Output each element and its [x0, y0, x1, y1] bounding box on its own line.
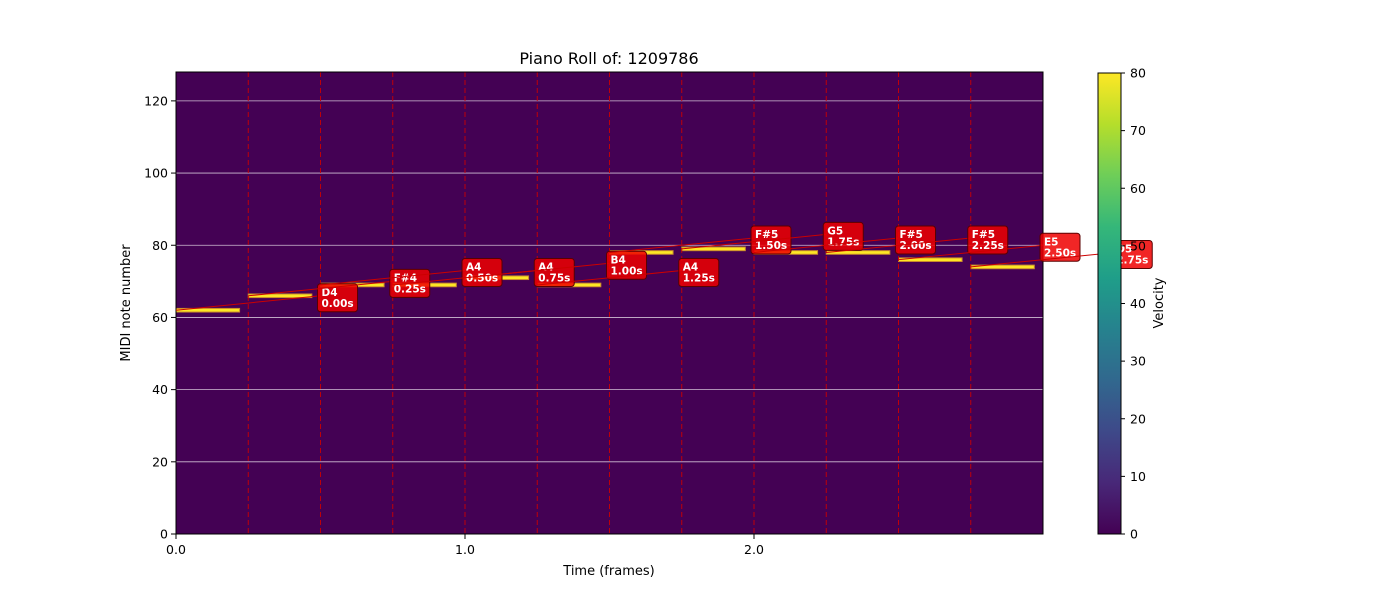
- colorbar-tick-label: 50: [1130, 238, 1146, 253]
- colorbar: [1097, 72, 1122, 535]
- annotation-arrow: [320, 270, 466, 286]
- annotation-time: 0.50s: [466, 273, 498, 285]
- y-tick-label: 20: [152, 454, 168, 469]
- x-tick-label: 0.0: [166, 542, 186, 557]
- annotation-note: D4: [322, 287, 338, 299]
- annotation-box: [317, 283, 358, 313]
- y-tick-label: 60: [152, 310, 168, 325]
- annotation-time: 1.50s: [755, 240, 787, 252]
- annotation-time: 2.00s: [900, 240, 932, 252]
- annotation-arrow: [537, 270, 682, 286]
- annotation-arrow: [898, 244, 1044, 261]
- annotation-note: F#5: [972, 229, 995, 241]
- x-tick-label: 2.0: [744, 542, 764, 557]
- colorbar-tick-label: 20: [1130, 411, 1146, 426]
- y-tick-label: 80: [152, 238, 168, 253]
- colorbar-tick-label: 60: [1130, 181, 1146, 196]
- annotation-box: [895, 225, 936, 255]
- annotation-note: G5: [827, 225, 843, 237]
- annotation-arrow: [175, 295, 321, 311]
- annotation-box: [678, 258, 720, 288]
- annotation-time: 0.00s: [322, 298, 354, 310]
- annotation-time: 1.75s: [827, 236, 859, 248]
- y-tick-label: 120: [144, 93, 168, 108]
- colorbar-tick-label: 30: [1130, 354, 1146, 369]
- annotation-note: F#4: [394, 272, 417, 284]
- y-axis-ticks: 0 20 40 60 80 100 120: [144, 93, 176, 542]
- colorbar-label: Velocity: [1152, 277, 1167, 328]
- colorbar-tick-label: 10: [1130, 469, 1146, 484]
- annotation-note: E5: [1044, 236, 1058, 248]
- plot-frame: [175, 71, 1044, 535]
- y-tick-label: 100: [144, 166, 168, 181]
- annotation-time: 2.25s: [972, 240, 1004, 252]
- annotation-time: 1.25s: [683, 273, 715, 285]
- annotation-note: A4: [466, 262, 481, 274]
- y-tick-label: 40: [152, 382, 168, 397]
- x-tick-label: 1.0: [455, 542, 475, 557]
- annotation-arrow: [464, 262, 610, 279]
- colorbar-ticks: 0 10 20 30 40 50 60 70 80: [1121, 66, 1146, 542]
- annotation-note: F#5: [755, 229, 778, 241]
- annotation-arrow: [753, 237, 899, 253]
- annotation-arrow: [826, 237, 971, 253]
- annotation-box: [1039, 232, 1081, 262]
- annotation-note: B4: [611, 254, 626, 266]
- x-axis-ticks: 0.0 1.0 2.0: [166, 534, 764, 557]
- y-axis-label: MIDI note number: [119, 244, 134, 362]
- colorbar-tick-label: 80: [1130, 66, 1146, 81]
- x-axis-label: Time (frames): [562, 564, 654, 579]
- note-bar: [176, 307, 241, 313]
- annotation-box: [533, 258, 575, 288]
- annotation-time: 1.00s: [611, 265, 643, 277]
- y-tick-label: 0: [160, 527, 168, 542]
- annotation-box: [967, 225, 1009, 255]
- annotation-arrow: [681, 233, 827, 250]
- annotation-time: 2.50s: [1044, 247, 1076, 259]
- colorbar-tick-label: 40: [1130, 296, 1146, 311]
- annotation-box: [461, 258, 503, 288]
- chart-title: Piano Roll of: 1209786: [519, 49, 698, 68]
- annotation-note: A4: [683, 262, 698, 274]
- annotation-box: [606, 250, 647, 280]
- colorbar-tick-label: 0: [1130, 527, 1138, 542]
- annotation-time: 2.75s: [1116, 254, 1148, 266]
- annotation-arrow: [248, 280, 393, 297]
- colorbar-tick-label: 70: [1130, 123, 1146, 138]
- annotation-arrow: [609, 237, 755, 253]
- annotation-time: 0.25s: [394, 283, 426, 295]
- annotation-note: F#5: [900, 229, 923, 241]
- annotation-time: 0.75s: [538, 273, 570, 285]
- annotation-arrow: [970, 251, 1116, 268]
